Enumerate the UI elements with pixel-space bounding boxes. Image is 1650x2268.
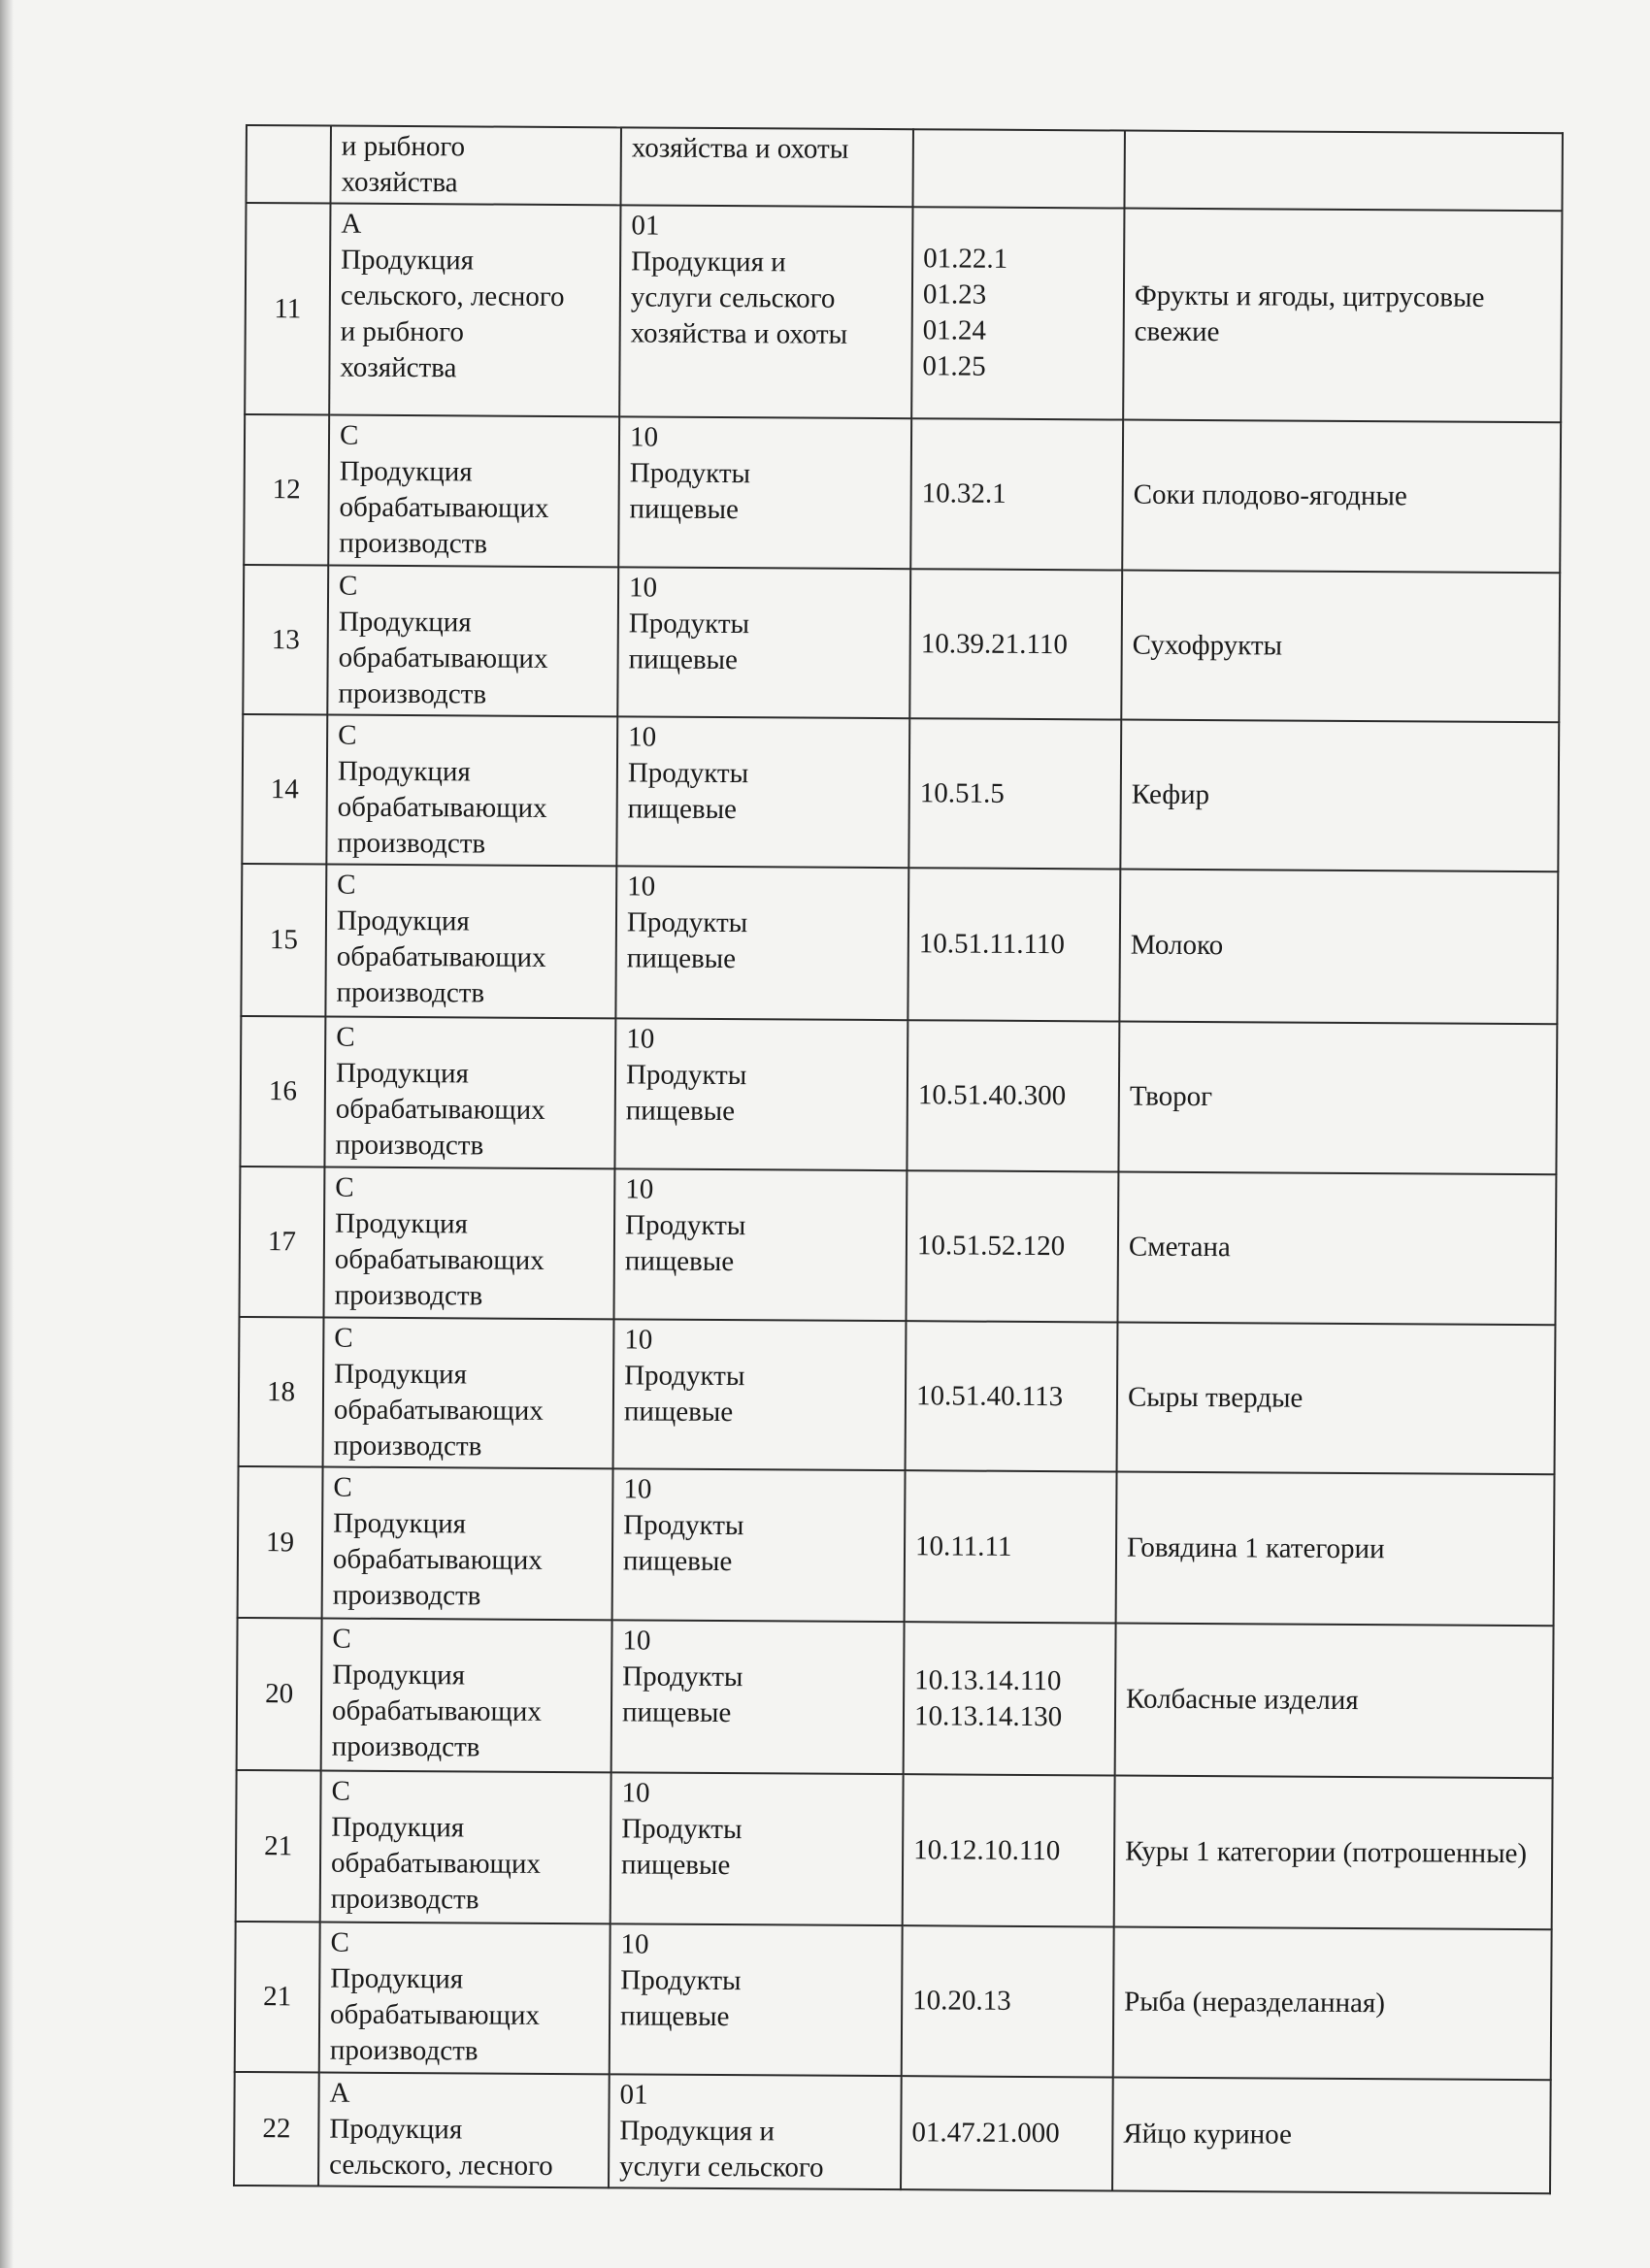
cell-class: 10 Продукты пищевые xyxy=(614,1018,908,1171)
cell-code: 10.51.52.120 xyxy=(906,1170,1119,1323)
cell-name: Сметана xyxy=(1117,1171,1557,1326)
cell-code: 10.39.21.110 xyxy=(909,569,1123,720)
cell-code: 10.51.40.113 xyxy=(905,1321,1118,1472)
table-row: 21 С Продукция обрабатывающих производств… xyxy=(234,1921,1552,2081)
table-row: 21 С Продукция обрабатывающих производств… xyxy=(235,1769,1553,1930)
cell-section: А Продукция сельского, лесного и рыбного… xyxy=(329,203,621,417)
cell-class: 10 Продукты пищевые xyxy=(613,1168,908,1322)
cell-name: Говядина 1 категории xyxy=(1115,1471,1555,1627)
table-row: 14 С Продукция обрабатывающих производств… xyxy=(242,713,1560,872)
cell-number: 15 xyxy=(241,863,327,1017)
cell-code: 10.12.10.110 xyxy=(902,1774,1115,1927)
cell-class: 01 Продукция и услуги сельского xyxy=(609,2074,902,2190)
table-row: 18 С Продукция обрабатывающих производств… xyxy=(238,1316,1556,1475)
cell-section: С Продукция обрабатывающих производств xyxy=(319,1770,611,1924)
cell-class: 10 Продукты пищевые xyxy=(612,1319,907,1471)
cell-name: Фрукты и ягоды, цитрусовые свежие xyxy=(1123,208,1563,423)
cell-code: 10.51.11.110 xyxy=(908,868,1121,1022)
cell-number: 22 xyxy=(234,2071,319,2186)
cell-number xyxy=(246,125,331,204)
table-row-continuation: и рыбного хозяйства хозяйства и охоты xyxy=(246,125,1563,212)
cell-number: 21 xyxy=(234,1921,320,2073)
cell-name: Творог xyxy=(1118,1021,1558,1175)
cell-section: и рыбного хозяйства xyxy=(330,125,621,206)
cell-name: Молоко xyxy=(1119,869,1559,1025)
cell-class: 10 Продукты пищевые xyxy=(617,567,911,719)
table-row: 15 С Продукция обрабатывающих производств… xyxy=(241,863,1559,1025)
cell-number: 14 xyxy=(242,713,328,865)
cell-section: С Продукция обрабатывающих производств xyxy=(325,864,617,1019)
cell-number: 19 xyxy=(237,1465,323,1619)
cell-section: С Продукция обрабатывающих производств xyxy=(322,1317,614,1469)
cell-code: 10.51.40.300 xyxy=(907,1020,1120,1172)
cell-name: Сухофрукты xyxy=(1121,570,1561,723)
cell-name: Колбасные изделия xyxy=(1114,1623,1554,1779)
table-row: 22 А Продукция сельского, лесного 01 Проду… xyxy=(234,2071,1551,2194)
cell-class: 10 Продукты пищевые xyxy=(615,866,909,1021)
cell-number: 11 xyxy=(245,203,331,415)
table-row: 16 С Продукция обрабатывающих производств… xyxy=(240,1015,1558,1175)
cell-code xyxy=(912,129,1125,209)
cell-code: 10.20.13 xyxy=(901,1925,1114,2078)
table-row: 20 С Продукция обрабатывающих производств… xyxy=(236,1617,1554,1779)
cell-code: 01.22.1 01.23 01.24 01.25 xyxy=(911,207,1125,420)
cell-section: С Продукция обрабатывающих производств xyxy=(326,714,618,867)
cell-code: 10.51.5 xyxy=(908,718,1122,870)
products-table: и рыбного хозяйства хозяйства и охоты 11… xyxy=(233,124,1564,2194)
cell-class: 10 Продукты пищевые xyxy=(611,1468,906,1623)
cell-number: 16 xyxy=(240,1015,326,1167)
cell-class: 10 Продукты пищевые xyxy=(609,1923,903,2077)
cell-section: С Продукция обрабатывающих производств xyxy=(327,565,619,717)
scan-edge-shadow xyxy=(0,0,14,2268)
cell-number: 13 xyxy=(243,564,329,715)
cell-section: С Продукция обрабатывающих производств xyxy=(321,1466,613,1621)
cell-name: Соки плодово-ягодные xyxy=(1122,419,1562,574)
cell-code: 10.11.11 xyxy=(904,1470,1117,1624)
table-row: 13 С Продукция обрабатывающих производств… xyxy=(243,564,1561,723)
cell-name: Сыры твердые xyxy=(1116,1322,1556,1475)
cell-number: 21 xyxy=(235,1769,321,1923)
cell-class: 10 Продукты пищевые xyxy=(618,416,912,570)
cell-name xyxy=(1124,130,1563,212)
cell-number: 20 xyxy=(236,1617,322,1771)
cell-code: 10.32.1 xyxy=(910,418,1124,571)
cell-number: 12 xyxy=(244,414,330,566)
cell-code: 10.13.14.110 10.13.14.130 xyxy=(903,1622,1116,1776)
table-row: 17 С Продукция обрабатывающих производств… xyxy=(239,1166,1557,1326)
cell-class: 10 Продукты пищевые xyxy=(616,716,910,869)
cell-class: хозяйства и охоты xyxy=(620,127,913,208)
cell-class: 01 Продукция и услуги сельского хозяйств… xyxy=(619,205,913,419)
table-row: 19 С Продукция обрабатывающих производств… xyxy=(237,1465,1555,1627)
cell-name: Яйцо куриное xyxy=(1112,2077,1551,2194)
table-row: 11 А Продукция сельского, лесного и рыбно… xyxy=(245,203,1563,423)
cell-number: 17 xyxy=(239,1166,325,1318)
cell-name: Рыба (неразделанная) xyxy=(1112,1926,1552,2081)
cell-name: Куры 1 категории (потрошенные) xyxy=(1113,1775,1553,1930)
cell-section: С Продукция обрабатывающих производств xyxy=(328,414,620,568)
cell-class: 10 Продукты пищевые xyxy=(610,1772,904,1926)
cell-number: 18 xyxy=(238,1316,324,1467)
cell-section: С Продукция обрабатывающих производств xyxy=(318,1922,610,2075)
table-row: 12 С Продукция обрабатывающих производств… xyxy=(244,414,1562,574)
cell-section: С Продукция обрабатывающих производств xyxy=(320,1618,612,1773)
cell-section: С Продукция обрабатывающих производств xyxy=(324,1016,616,1169)
cell-section: С Продукция обрабатывающих производств xyxy=(323,1167,615,1320)
cell-section: А Продукция сельского, лесного xyxy=(318,2072,610,2188)
cell-name: Кефир xyxy=(1120,719,1560,872)
cell-code: 01.47.21.000 xyxy=(901,2076,1113,2191)
cell-class: 10 Продукты пищевые xyxy=(610,1620,905,1775)
